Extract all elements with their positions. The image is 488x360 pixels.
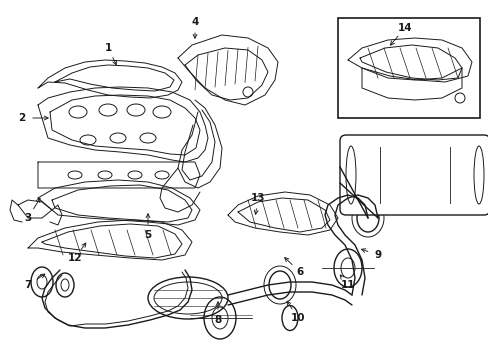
Text: 6: 6 [296,267,303,277]
Text: 12: 12 [68,253,82,263]
Text: 9: 9 [374,250,381,260]
Text: 1: 1 [104,43,111,53]
Text: 11: 11 [340,280,354,290]
Text: 2: 2 [19,113,25,123]
Text: 14: 14 [397,23,411,33]
Bar [337,18,479,118]
Text: 3: 3 [24,213,32,223]
Text: 13: 13 [250,193,264,203]
Text: 7: 7 [24,280,32,290]
FancyBboxPatch shape [339,135,488,215]
Text: 4: 4 [191,17,198,27]
Text: 5: 5 [144,230,151,240]
Text: 8: 8 [214,315,221,325]
Text: 10: 10 [290,313,305,323]
